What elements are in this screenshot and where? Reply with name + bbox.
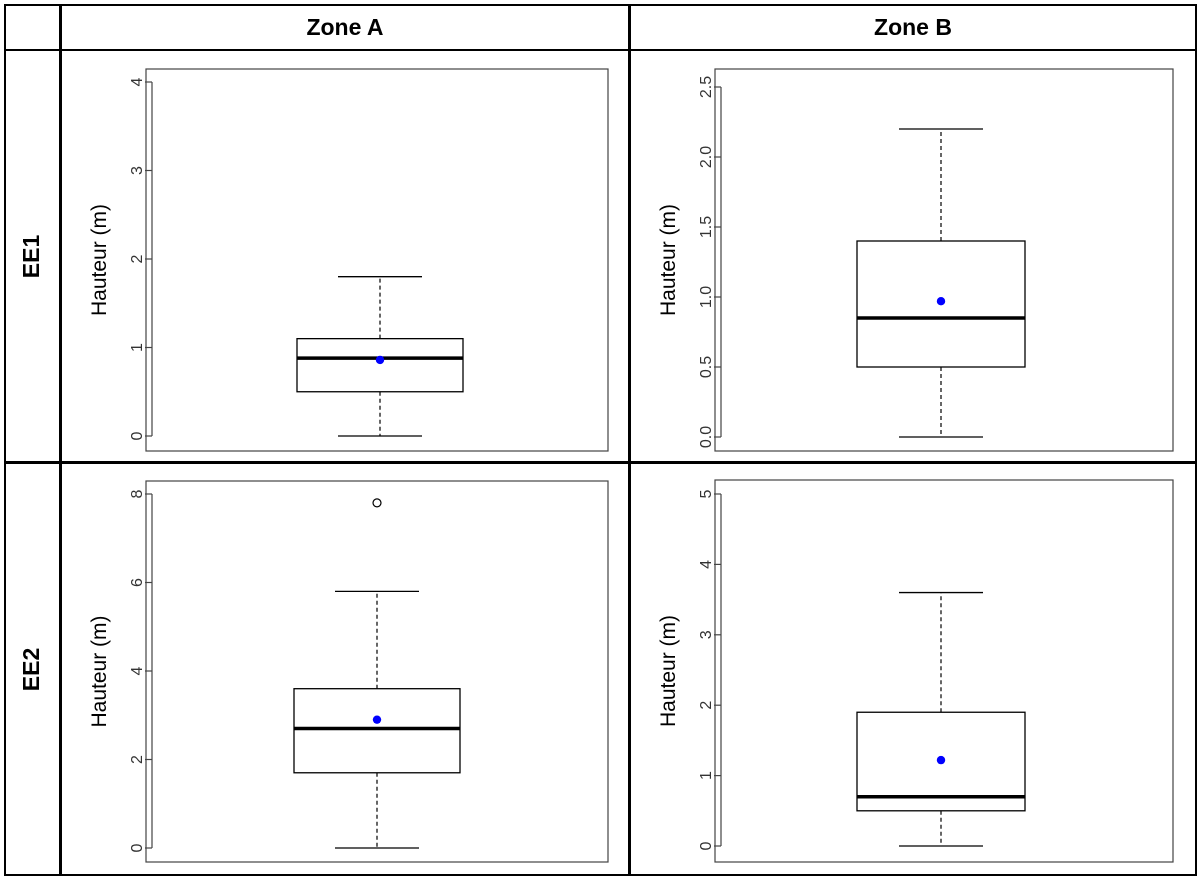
y-tick-label: 6 [129, 578, 146, 587]
y-tick-label: 2.5 [698, 76, 715, 98]
y-tick-label: 1.5 [698, 216, 715, 238]
boxplot-ee2-zone-b: 0 1 2 3 4 5 Hauteur (m) [657, 479, 1174, 863]
row-label-ee2: EE2 [18, 647, 45, 691]
plot-frame [714, 68, 1174, 452]
y-tick-label: 4 [129, 666, 146, 675]
y-tick-label: 3 [698, 630, 715, 639]
y-tick-label: 0 [129, 843, 146, 852]
y-axis-label: Hauteur (m) [88, 615, 111, 727]
row-label-ee1: EE1 [18, 234, 45, 278]
column-header-zone-b: Zone B [874, 13, 952, 40]
y-tick-label: 2.0 [698, 146, 715, 168]
y-axis-label: Hauteur (m) [657, 204, 680, 316]
y-tick-label: 2 [698, 701, 715, 710]
boxplot-ee1-zone-b: 0.0 0.5 1.0 1.5 2.0 2.5 Hauteur (m) [657, 68, 1174, 452]
table-border-top [4, 4, 1197, 6]
y-tick-label: 3 [129, 166, 146, 175]
y-tick-label: 4 [129, 77, 146, 86]
row-header-ee2: EE2 [4, 464, 60, 874]
y-tick-label: 0 [129, 431, 146, 440]
y-tick-label: 0.0 [698, 426, 715, 448]
y-tick-label: 1 [129, 343, 146, 352]
y-axis-label: Hauteur (m) [657, 615, 680, 727]
outlier-point [372, 498, 382, 508]
header-divider [4, 49, 1197, 51]
y-tick-label: 0 [698, 841, 715, 850]
table-border-bottom [4, 874, 1197, 876]
iqr-box [293, 688, 461, 774]
plot-frame [145, 68, 609, 452]
row-divider [4, 461, 1197, 464]
y-tick-label: 1 [698, 771, 715, 780]
y-tick-label: 8 [129, 489, 146, 498]
mean-point [375, 355, 385, 365]
iqr-box [296, 337, 464, 393]
table-border-right [1195, 4, 1197, 876]
mean-point [936, 297, 946, 306]
rowhead-divider [59, 4, 62, 876]
y-tick-label: 4 [698, 560, 715, 569]
y-tick-label: 5 [698, 489, 715, 498]
y-axis-label: Hauteur (m) [88, 204, 111, 316]
boxplot-ee1-zone-a: 0 1 2 3 4 Hauteur (m) [88, 68, 609, 452]
row-header-ee1: EE1 [4, 51, 60, 461]
column-header-zone-a: Zone A [306, 13, 384, 40]
boxplot-ee2-zone-a: 0 2 4 6 8 Hauteur (m) [88, 480, 609, 863]
table-border-left [4, 4, 6, 876]
y-tick-label: 2 [129, 755, 146, 764]
y-tick-label: 2 [129, 254, 146, 263]
y-tick-label: 1.0 [698, 286, 715, 308]
y-tick-label: 0.5 [698, 356, 715, 378]
plot-frame [714, 479, 1174, 863]
mean-point [936, 755, 946, 765]
column-divider [628, 4, 631, 876]
mean-point [372, 715, 382, 724]
